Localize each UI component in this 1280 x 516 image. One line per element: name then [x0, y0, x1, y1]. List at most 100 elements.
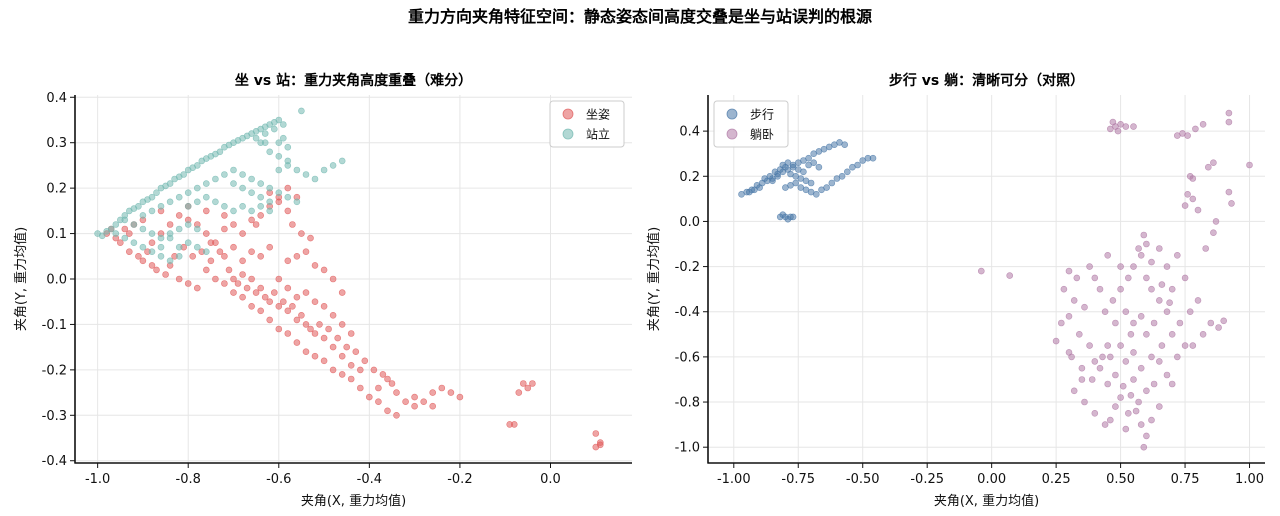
data-point: [402, 398, 409, 406]
data-point: [1143, 330, 1150, 338]
data-point: [298, 311, 305, 319]
x-tick-label: -1.00: [717, 472, 751, 487]
data-point: [207, 257, 215, 265]
data-point: [311, 175, 319, 183]
data-point: [1065, 312, 1073, 320]
data-point: [266, 298, 274, 306]
data-point: [1104, 252, 1111, 259]
data-point: [148, 207, 156, 215]
data-point: [1104, 342, 1111, 349]
data-point: [805, 154, 812, 162]
data-point: [1112, 403, 1119, 410]
data-point: [230, 207, 237, 215]
data-point: [1184, 132, 1191, 139]
data-point: [230, 221, 237, 228]
data-point: [320, 357, 328, 365]
data-point: [338, 371, 346, 378]
data-point: [261, 130, 269, 137]
chart-sit-vs-stand: -1.0 -0.8 -0.6 -0.4 -0.2 0.0 0.4 0.3 0.2 0.1 0.0 -0…: [13, 72, 632, 509]
data-point: [1065, 349, 1073, 356]
y-tick-label: 0.3: [46, 136, 67, 151]
data-point: [1122, 123, 1130, 130]
data-point: [239, 271, 246, 278]
data-point: [529, 380, 536, 387]
data-point: [221, 203, 228, 210]
data-point: [157, 234, 165, 242]
data-point: [1078, 364, 1086, 372]
data-point: [1114, 127, 1122, 135]
data-point: [212, 175, 219, 183]
data-point: [1228, 200, 1235, 207]
data-point: [153, 189, 160, 196]
data-point: [184, 189, 192, 196]
data-point: [1130, 349, 1137, 356]
data-point: [1156, 358, 1163, 365]
data-point: [1150, 319, 1158, 327]
y-tick-label: 0.0: [679, 215, 700, 230]
data-point: [1099, 353, 1106, 361]
data-point: [266, 198, 274, 206]
data-point: [1148, 416, 1155, 424]
data-point: [320, 266, 328, 274]
data-point: [248, 189, 255, 196]
data-point: [1137, 364, 1145, 372]
data-point: [180, 171, 187, 178]
data-point: [1052, 337, 1060, 345]
data-point: [221, 280, 228, 287]
data-point: [1215, 324, 1222, 331]
data-point: [248, 302, 255, 310]
data-point: [275, 189, 283, 196]
data-point: [1181, 274, 1189, 282]
data-point: [203, 207, 210, 215]
data-point: [284, 193, 292, 201]
data-point: [1078, 376, 1086, 383]
legend-marker: [562, 128, 574, 140]
data-point: [329, 366, 337, 374]
data-point: [1104, 380, 1111, 388]
data-point: [1088, 376, 1096, 383]
data-point: [194, 284, 201, 292]
data-point: [343, 343, 351, 351]
data-point: [1210, 229, 1217, 236]
data-point: [1189, 342, 1197, 349]
data-point: [148, 193, 156, 201]
data-point: [148, 230, 156, 237]
data-point: [275, 275, 283, 283]
data-point: [257, 212, 265, 219]
data-point: [311, 262, 319, 269]
legend-marker: [726, 108, 738, 120]
data-point: [1091, 358, 1099, 365]
data-point: [1189, 175, 1197, 182]
data-point: [1163, 371, 1171, 379]
data-point: [1194, 297, 1202, 304]
data-point: [166, 234, 174, 242]
data-point: [243, 284, 251, 292]
x-tick-label: 0.00: [977, 472, 1006, 487]
data-point: [257, 180, 265, 187]
x-tick-label: 0.50: [1106, 472, 1135, 487]
data-point: [293, 166, 301, 174]
data-point: [977, 267, 985, 275]
data-point: [157, 252, 165, 260]
data-point: [257, 284, 265, 292]
data-point: [212, 198, 219, 206]
data-point: [1202, 245, 1209, 252]
data-point: [216, 248, 224, 255]
data-point: [1137, 312, 1145, 320]
data-point: [370, 366, 378, 374]
data-point: [838, 173, 846, 180]
data-point: [261, 139, 269, 146]
data-point: [203, 266, 210, 274]
data-point: [1127, 330, 1135, 338]
data-point: [352, 348, 360, 356]
data-point: [329, 275, 337, 283]
data-point: [334, 334, 342, 342]
data-point: [302, 171, 310, 178]
data-point: [1137, 421, 1145, 428]
data-point: [166, 198, 174, 206]
data-point: [1122, 308, 1130, 316]
data-point: [275, 198, 283, 206]
data-point: [266, 207, 274, 215]
data-point: [1122, 425, 1130, 433]
x-tick-label: -0.25: [910, 472, 944, 487]
